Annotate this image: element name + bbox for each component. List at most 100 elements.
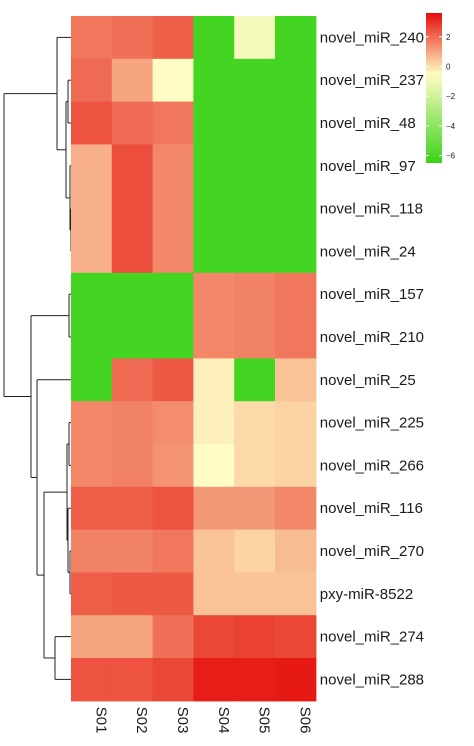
legend-color-bar [426,13,442,163]
heatmap-cell [275,101,317,145]
legend-tick-label: 0 [446,62,451,71]
heatmap-cell [111,358,154,402]
heatmap-cell [111,615,154,659]
heatmap-cell [234,444,276,488]
heatmap-cell [275,230,317,274]
heatmap-cell [234,144,276,188]
column-label: S04 [215,707,232,734]
heatmap-cell [275,358,317,402]
heatmap-cell [152,529,194,573]
heatmap-cell [71,444,113,488]
heatmap-cell [193,187,235,231]
heatmap-cell [275,315,317,359]
heatmap-cell [111,144,154,188]
heatmap-cell [234,272,276,317]
heatmap-cell [152,187,194,231]
heatmap-cell [111,101,154,145]
heatmap-cell [152,358,194,402]
heatmap-cell [275,144,317,188]
heatmap-cell [111,272,154,317]
heatmap-cell [111,444,154,488]
heatmap-cell [152,401,194,445]
column-label: S01 [92,707,109,734]
row-label: novel_miR_157 [320,286,424,303]
heatmap-cell [275,58,317,103]
heatmap-cell [152,658,194,702]
row-label: novel_miR_48 [320,115,416,132]
heatmap-cell [193,486,235,531]
heatmap-cell [234,401,276,445]
row-dendrogram [3,36,72,680]
row-label: pxy-miR-8522 [320,586,413,603]
heatmap-cell [152,444,194,488]
row-label: novel_miR_24 [320,243,416,260]
heatmap-cell [234,187,276,231]
heatmap-cell [71,529,113,573]
heatmap-cell [275,187,317,231]
column-label: S02 [133,707,150,734]
heatmap-cell [234,315,276,359]
row-label: novel_miR_266 [320,457,424,474]
heatmap-cell [193,658,235,702]
legend-ticks: 2 0 −2 −4 −6 [426,33,456,161]
heatmap-cell [152,230,194,274]
row-label: novel_miR_274 [320,629,424,646]
heatmap-cell [71,16,113,60]
heatmap-cell [193,444,235,488]
heatmap-cell [71,401,113,445]
legend-tick-label: −2 [446,92,456,101]
heatmap-cell [193,58,235,103]
legend-tick-label: −6 [446,152,456,161]
column-label: S06 [296,707,313,734]
heatmap-cell [111,187,154,231]
heatmap-cell [193,401,235,445]
heatmap-cell [193,230,235,274]
heatmap-cell [193,615,235,659]
row-label: novel_miR_210 [320,329,424,346]
heatmap-cell [71,272,113,317]
heatmap-cell [152,58,194,103]
row-label: novel_miR_25 [320,372,416,389]
heatmap-cell [193,358,235,402]
heatmap-cell [111,315,154,359]
heatmap-cell [234,101,276,145]
heatmap-cell [111,230,154,274]
row-label: novel_miR_270 [320,543,424,560]
row-label: novel_miR_288 [320,671,424,688]
heatmap-cell [152,144,194,188]
heatmap-cell [152,16,194,60]
heatmap-cell [193,572,235,616]
heatmap-cell [234,230,276,274]
heatmap-cell [152,101,194,145]
heatmap-cell [193,144,235,188]
heatmap-cell [193,101,235,145]
heatmap-cell [71,572,113,616]
heatmap-cell [193,529,235,573]
heatmap-cell [234,358,276,402]
row-label: novel_miR_225 [320,415,424,432]
heatmap-cell [193,315,235,359]
legend-tick-label: −4 [446,122,456,131]
heatmap-cell [152,486,194,531]
heatmap-cell [71,658,113,702]
heatmap-cell [111,658,154,702]
heatmap-cell [71,58,113,103]
heatmap-cell [275,444,317,488]
heatmap-cell [234,486,276,531]
heatmap-cell [71,144,113,188]
heatmap-cell [71,230,113,274]
heatmap-cell [111,16,154,60]
heatmap-cell [71,358,113,402]
heatmap-cell [71,486,113,531]
heatmap-cell [234,572,276,616]
heatmap-cell [111,401,154,445]
heatmap-cell [71,315,113,359]
heatmap-cell [193,272,235,317]
heatmap-cell [275,401,317,445]
row-label: novel_miR_116 [320,500,423,517]
heatmap-cell [234,615,276,659]
heatmap-cell [71,187,113,231]
heatmap-cells [71,16,317,702]
color-legend: 2 0 −2 −4 −6 [426,13,456,163]
